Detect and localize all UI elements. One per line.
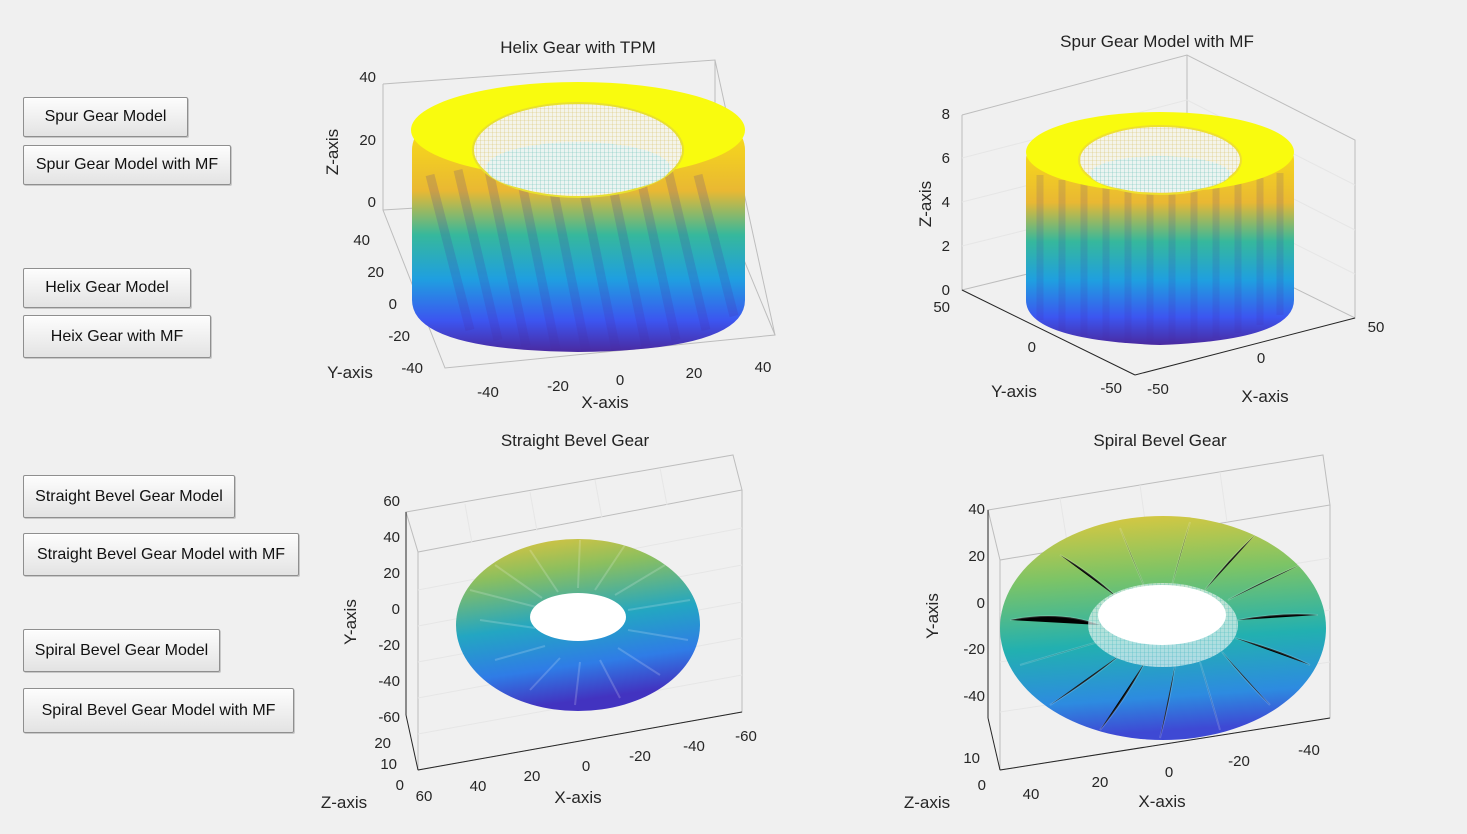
straight-y-tick-6: -60	[378, 709, 400, 726]
helix-y-tick-1: 20	[367, 264, 384, 281]
straight-y-tick-0: 60	[383, 493, 400, 510]
straight-y-tick-1: 40	[383, 529, 400, 546]
spiral-bevel-surface	[1000, 516, 1326, 740]
straight-bevel-gear-model-mf-button[interactable]: Straight Bevel Gear Model with MF	[23, 533, 299, 576]
straight-z-tick-2: 0	[396, 777, 404, 794]
straight-y-tick-5: -40	[378, 673, 400, 690]
spur-y-label: Y-axis	[991, 382, 1037, 401]
helix-gear-model-button[interactable]: Helix Gear Model	[23, 268, 191, 308]
spur-z-label: Z-axis	[916, 181, 935, 227]
straight-z-tick-0: 20	[374, 735, 391, 752]
spur-x-tick-2: 50	[1368, 319, 1385, 336]
straight-y-tick-2: 20	[383, 565, 400, 582]
straight-bevel-gear-model-button[interactable]: Straight Bevel Gear Model	[23, 475, 235, 518]
spiral-plot-title: Spiral Bevel Gear	[1093, 431, 1227, 450]
helix-x-tick-3: 20	[686, 365, 703, 382]
straight-plot-title: Straight Bevel Gear	[501, 431, 650, 450]
helix-gear-surface	[411, 82, 745, 352]
helix-y-label: Y-axis	[327, 363, 373, 382]
helix-z-tick-1: 20	[359, 132, 376, 149]
spur-gear-model-mf-button[interactable]: Spur Gear Model with MF	[23, 145, 231, 185]
helix-y-tick-0: 40	[353, 232, 370, 249]
spur-z-tick-2: 4	[942, 194, 950, 211]
helix-x-tick-4: 40	[755, 359, 772, 376]
helix-y-tick-2: 0	[389, 296, 397, 313]
spur-x-tick-0: -50	[1147, 381, 1169, 398]
spur-z-tick-4: 0	[942, 282, 950, 299]
spiral-y-tick-1: 20	[968, 548, 985, 565]
straight-x-tick-0: 60	[416, 788, 433, 805]
spur-x-label: X-axis	[1241, 387, 1288, 406]
helix-gear-mf-button[interactable]: Heix Gear with MF	[23, 315, 211, 358]
straight-x-label: X-axis	[554, 788, 601, 807]
spur-z-tick-0: 8	[942, 106, 950, 123]
straight-y-tick-4: -20	[378, 637, 400, 654]
spiral-x-label: X-axis	[1138, 792, 1185, 811]
spiral-bevel-gear-model-mf-button[interactable]: Spiral Bevel Gear Model with MF	[23, 688, 294, 733]
spiral-x-tick-3: -20	[1228, 753, 1250, 770]
helix-y-tick-4: -40	[401, 360, 423, 377]
helix-x-label: X-axis	[581, 393, 628, 412]
spur-y-tick-2: -50	[1100, 380, 1122, 397]
spiral-z-label: Z-axis	[904, 793, 950, 812]
spiral-y-tick-3: -20	[963, 641, 985, 658]
helix-x-tick-1: -20	[547, 378, 569, 395]
straight-z-tick-1: 10	[380, 756, 397, 773]
straight-bevel-axes: Straight Bevel Gear 60	[321, 431, 757, 812]
helix-y-tick-3: -20	[388, 328, 410, 345]
helix-z-tick-0: 40	[359, 69, 376, 86]
helix-axes-box	[382, 59, 776, 369]
spiral-y-tick-4: -40	[963, 688, 985, 705]
spiral-bevel-gear-model-button[interactable]: Spiral Bevel Gear Model	[23, 629, 220, 672]
spur-y-tick-1: 0	[1028, 339, 1036, 356]
straight-x-tick-5: -40	[683, 738, 705, 755]
spiral-z-tick-1: 0	[978, 777, 986, 794]
spur-gear-surface	[1026, 112, 1294, 345]
spiral-x-tick-4: -40	[1298, 742, 1320, 759]
helix-z-tick-2: 0	[368, 194, 376, 211]
spiral-bevel-axes: Spiral Bevel Gear 40 20 0	[904, 431, 1331, 812]
spiral-z-tick-0: 10	[963, 750, 980, 767]
spur-gear-axes: Spur Gear Model with MF 8	[916, 32, 1384, 406]
spiral-y-tick-2: 0	[977, 595, 985, 612]
straight-x-tick-3: 0	[582, 758, 590, 775]
spur-z-tick-3: 2	[942, 238, 950, 255]
spur-x-tick-1: 0	[1257, 350, 1265, 367]
straight-y-label: Y-axis	[341, 599, 360, 645]
straight-z-label: Z-axis	[321, 793, 367, 812]
helix-gear-axes: Helix Gear with TPM 40 20 0 Z-axis 40 20…	[323, 38, 776, 412]
straight-x-tick-6: -60	[735, 728, 757, 745]
spiral-x-tick-0: 40	[1023, 786, 1040, 803]
spur-plot-title: Spur Gear Model with MF	[1060, 32, 1254, 51]
helix-x-tick-2: 0	[616, 372, 624, 389]
spur-z-tick-1: 6	[942, 150, 950, 167]
spiral-x-tick-2: 0	[1165, 764, 1173, 781]
spiral-x-tick-1: 20	[1092, 774, 1109, 791]
straight-bevel-surface	[456, 539, 700, 711]
spur-gear-model-button[interactable]: Spur Gear Model	[23, 97, 188, 137]
straight-x-tick-2: 20	[524, 768, 541, 785]
helix-x-tick-0: -40	[477, 384, 499, 401]
straight-y-tick-3: 0	[392, 601, 400, 618]
helix-plot-title: Helix Gear with TPM	[500, 38, 656, 57]
spiral-y-label: Y-axis	[923, 593, 942, 639]
spur-y-tick-0: 50	[933, 299, 950, 316]
straight-x-tick-4: -20	[629, 748, 651, 765]
helix-z-label: Z-axis	[323, 129, 342, 175]
straight-x-tick-1: 40	[470, 778, 487, 795]
spiral-y-tick-0: 40	[968, 501, 985, 518]
